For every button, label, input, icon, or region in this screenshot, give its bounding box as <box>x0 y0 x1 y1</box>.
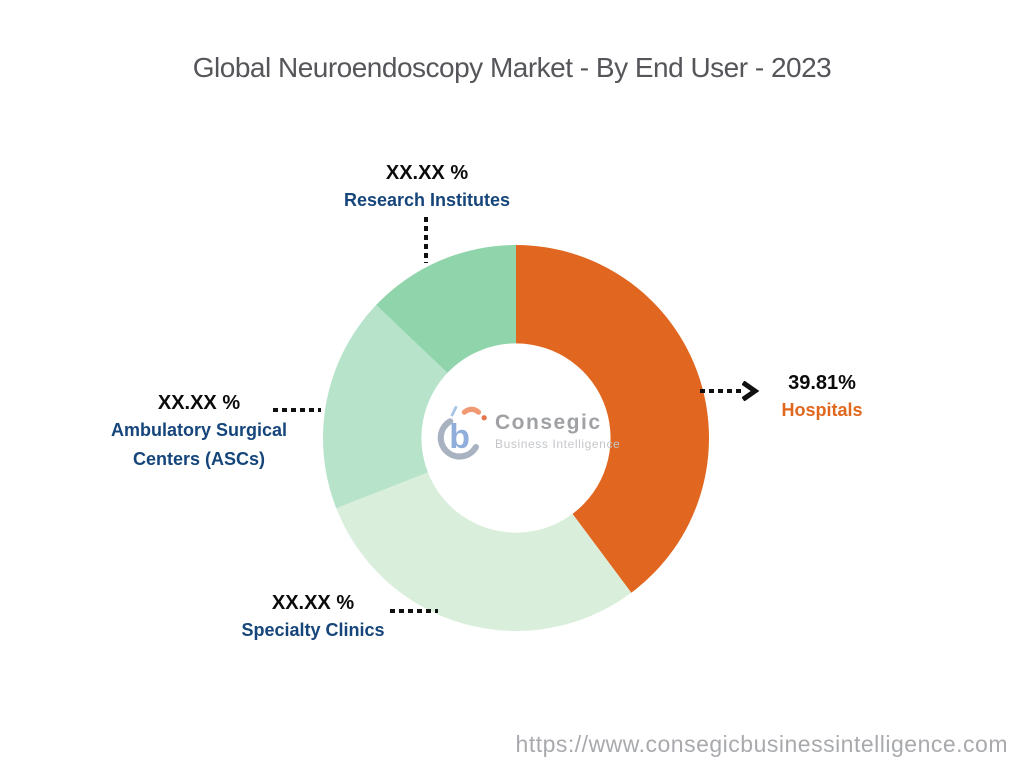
callout-research-institutes: XX.XX % Research Institutes <box>327 160 527 215</box>
asc-value: XX.XX % <box>157 392 241 414</box>
callout-ambulatory-surgical-centers: XX.XX % Ambulatory Surgical Centers (ASC… <box>94 390 304 474</box>
consegic-logo: b Consegic Business Intelligence <box>436 398 620 464</box>
specialty-clinics-label: Specialty Clinics <box>241 620 385 640</box>
leader-line-hospitals <box>700 389 744 393</box>
donut-segment-ambulatory-surgical-centers-ascs <box>323 305 448 509</box>
research-institutes-value: XX.XX % <box>385 162 469 184</box>
logo-tagline: Business Intelligence <box>495 437 621 451</box>
consegic-logo-icon: b <box>437 406 487 460</box>
hospitals-value: 39.81% <box>788 372 856 394</box>
chart-title: Global Neuroendoscopy Market - By End Us… <box>192 52 832 83</box>
svg-text:b: b <box>449 418 470 456</box>
logo-text: Consegic Business Intelligence <box>495 411 620 451</box>
research-institutes-label: Research Institutes <box>343 190 511 210</box>
donut-chart <box>323 245 709 631</box>
source-url: https://www.consegicbusinessintelligence… <box>515 731 1008 757</box>
callout-hospitals: 39.81% Hospitals <box>760 370 884 425</box>
donut-segment-hospitals <box>516 245 709 593</box>
hospitals-label: Hospitals <box>781 400 863 420</box>
leader-line-asc <box>273 408 321 412</box>
asc-label: Ambulatory Surgical Centers (ASCs) <box>110 420 288 469</box>
leader-line-research <box>424 217 428 263</box>
arrowhead-icon <box>742 381 760 401</box>
donut-segment-specialty-clinics <box>336 472 632 631</box>
callout-specialty-clinics: XX.XX % Specialty Clinics <box>213 590 413 645</box>
specialty-clinics-value: XX.XX % <box>271 592 355 614</box>
logo-brand: Consegic <box>495 411 602 434</box>
leader-line-specialty <box>390 609 438 613</box>
donut-segment-research-institutes <box>376 245 516 373</box>
